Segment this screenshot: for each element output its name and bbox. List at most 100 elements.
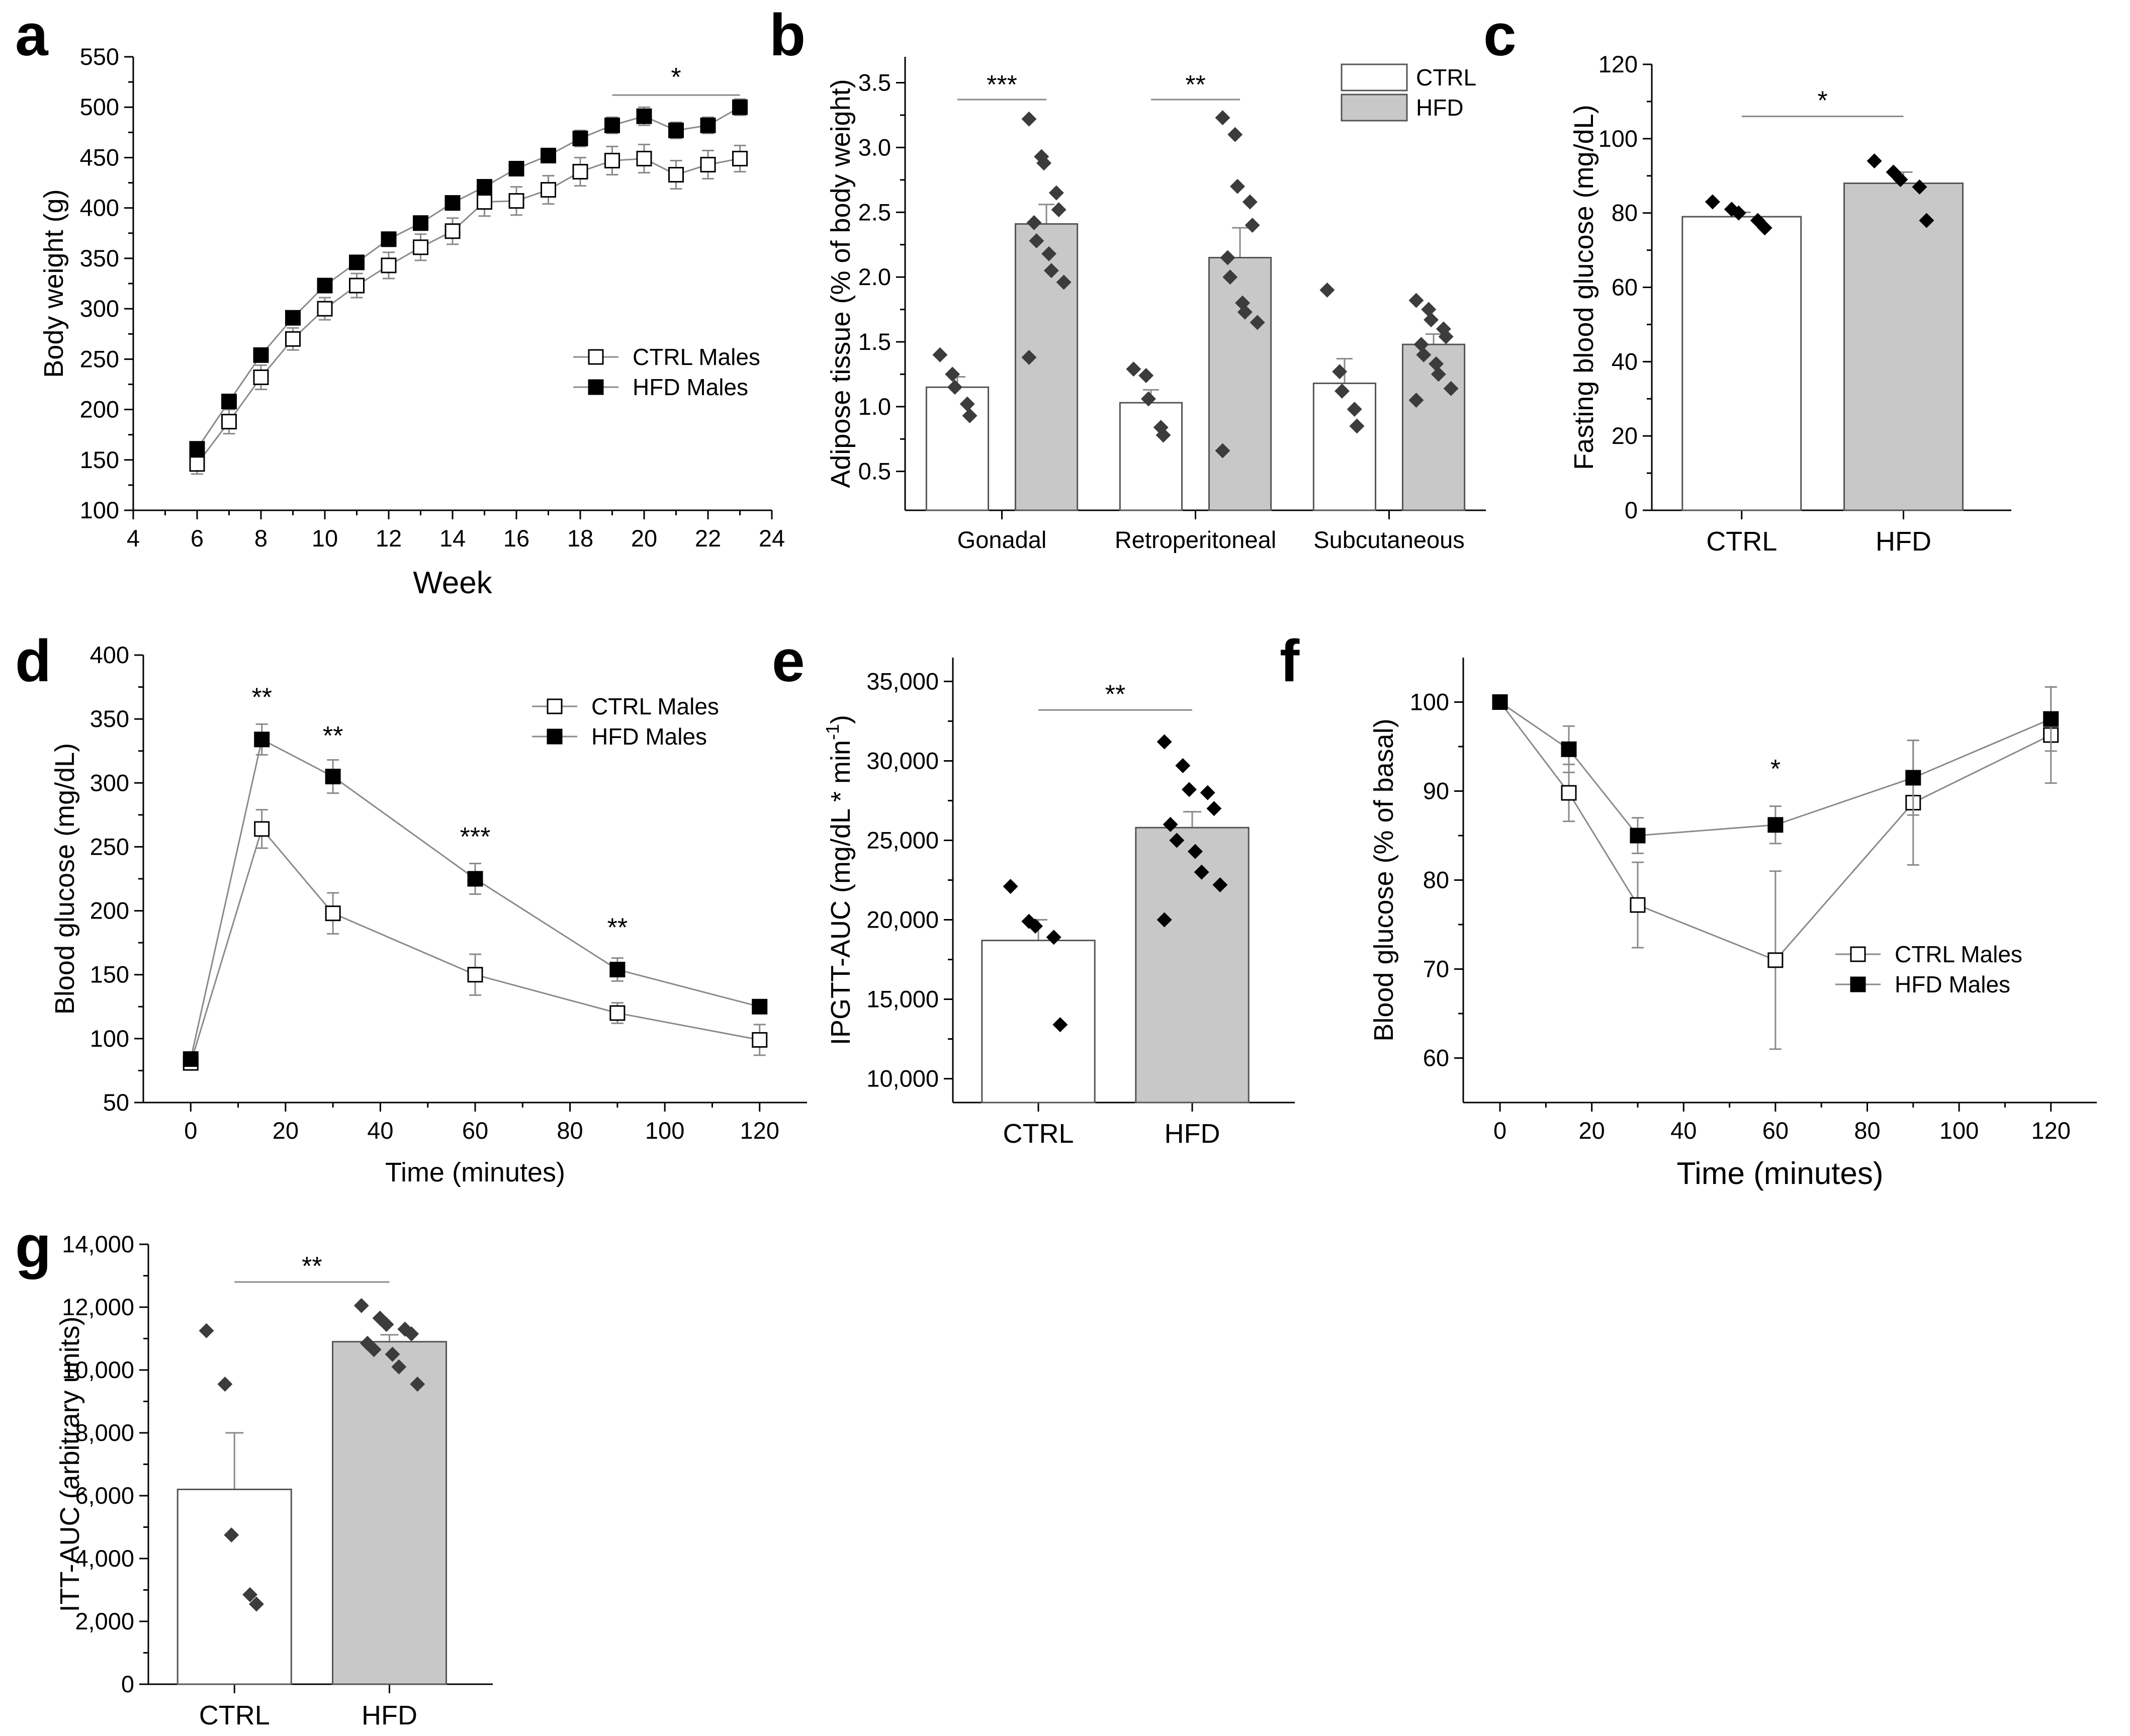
legend-marker xyxy=(547,728,563,745)
bar-ctrl xyxy=(925,386,990,511)
significance-star: * xyxy=(671,63,681,92)
data-point xyxy=(353,1298,369,1313)
legend-label: HFD Males xyxy=(633,374,748,400)
data-point xyxy=(325,769,341,785)
y-axis-label-close: ) xyxy=(826,715,856,724)
legend-marker xyxy=(547,698,563,714)
data-point xyxy=(404,1326,419,1342)
data-point xyxy=(349,278,365,294)
y-axis-label: Body weight (g) xyxy=(39,189,69,378)
panel-letter: b xyxy=(769,2,806,68)
data-point xyxy=(366,1342,382,1357)
x-tick-label: 24 xyxy=(759,525,785,552)
panel-c: c 0 20 40 60 80 100 120 Fasting blood glucose (m… xyxy=(1483,2,2011,557)
data-point xyxy=(1893,172,1908,188)
data-point xyxy=(1163,816,1178,832)
data-point xyxy=(1250,315,1265,330)
legend-swatch xyxy=(1341,63,1408,92)
data-point xyxy=(1705,194,1720,210)
x-tick-label: 100 xyxy=(645,1117,684,1144)
x-axis-label: Week xyxy=(413,566,492,600)
y-tick-label: 90 xyxy=(1423,778,1449,804)
x-tick-label: 40 xyxy=(367,1117,393,1144)
panel-e: e 10,000 15,000 20,000 25,000 30,000 35,000 IPG… xyxy=(772,628,1295,1149)
data-point xyxy=(325,905,341,922)
data-point xyxy=(477,179,492,195)
data-point xyxy=(391,1359,407,1375)
data-point xyxy=(183,1051,199,1067)
data-point xyxy=(752,998,768,1015)
y-tick-label: 250 xyxy=(80,345,119,372)
y-tick-label: 60 xyxy=(1612,274,1638,301)
y-tick-label: 120 xyxy=(1599,51,1638,77)
data-point xyxy=(1905,770,1921,786)
y-tick-label: 12,000 xyxy=(62,1294,134,1320)
y-tick-label: 14,000 xyxy=(62,1231,134,1257)
x-tick-label: 10 xyxy=(312,525,338,552)
data-point xyxy=(1220,250,1235,265)
data-point xyxy=(285,310,301,326)
data-point xyxy=(1230,178,1246,194)
data-point xyxy=(1408,293,1424,308)
data-point xyxy=(1413,337,1429,352)
y-axis-label-sup: -1 xyxy=(822,724,843,740)
x-tick-label: 22 xyxy=(695,525,721,552)
y-axis-label: Blood glucose (mg/dL) xyxy=(50,743,80,1015)
panel-f: f 60 70 80 90 100 0 20 40 60 80 100 120 Time (minutes… xyxy=(1280,628,2097,1191)
data-point xyxy=(381,231,397,247)
x-category-label: Subcutaneous xyxy=(1313,526,1465,553)
x-tick-label: 16 xyxy=(503,525,529,552)
bar-hfd xyxy=(331,1341,448,1685)
data-point xyxy=(604,152,620,168)
data-point xyxy=(962,408,978,423)
panel-letter: c xyxy=(1483,2,1517,68)
panel-letter: d xyxy=(15,628,51,694)
data-point xyxy=(1041,246,1057,261)
x-tick-label: 20 xyxy=(273,1117,299,1144)
x-tick-label: 100 xyxy=(1939,1117,1979,1144)
data-point xyxy=(1157,912,1172,928)
data-point xyxy=(1443,381,1459,396)
data-point xyxy=(1051,202,1067,218)
x-tick-label: 12 xyxy=(376,525,402,552)
data-point xyxy=(381,257,397,273)
data-point xyxy=(947,380,962,395)
data-point xyxy=(1200,785,1215,800)
data-point xyxy=(1026,215,1042,230)
significance-star: ** xyxy=(1185,70,1205,100)
x-category-label: Retroperitoneal xyxy=(1115,526,1276,553)
series-hfd-males xyxy=(1492,686,2059,854)
data-point xyxy=(477,194,492,210)
panel-d: d 50 100 150 200 250 300 350 400 0 20 40 60 80 100 120 T… xyxy=(15,628,807,1187)
panel-letter: f xyxy=(1280,628,1300,694)
data-point xyxy=(379,1317,394,1332)
data-point xyxy=(959,396,975,412)
data-point xyxy=(1188,844,1203,859)
data-point xyxy=(254,732,270,748)
data-point xyxy=(636,150,652,166)
data-point xyxy=(285,331,301,347)
legend-label: HFD Males xyxy=(1895,971,2010,997)
data-point xyxy=(1912,179,1927,195)
bar-hfd xyxy=(1208,256,1272,511)
y-axis-label: Adipose tissue (% of body weight) xyxy=(826,79,856,488)
x-category-label: HFD xyxy=(362,1700,417,1730)
series-line xyxy=(1499,701,2052,837)
data-point xyxy=(1215,110,1230,126)
significance-star: * xyxy=(1818,86,1828,115)
data-point xyxy=(1431,367,1446,382)
data-point xyxy=(1332,364,1348,380)
x-tick-label: 120 xyxy=(2031,1117,2070,1144)
x-category-label: CTRL xyxy=(1706,526,1777,557)
significance-star: ** xyxy=(302,1252,322,1281)
y-tick-label: 150 xyxy=(90,961,129,988)
legend-marker xyxy=(1850,976,1866,992)
y-tick-label: 500 xyxy=(80,94,119,120)
data-point xyxy=(668,167,684,183)
x-tick-label: 80 xyxy=(557,1117,583,1144)
significance-star: *** xyxy=(460,823,491,852)
data-point xyxy=(317,278,333,294)
data-point xyxy=(732,150,748,166)
x-category-label: CTRL xyxy=(1003,1119,1074,1149)
significance-star: ** xyxy=(607,913,628,942)
